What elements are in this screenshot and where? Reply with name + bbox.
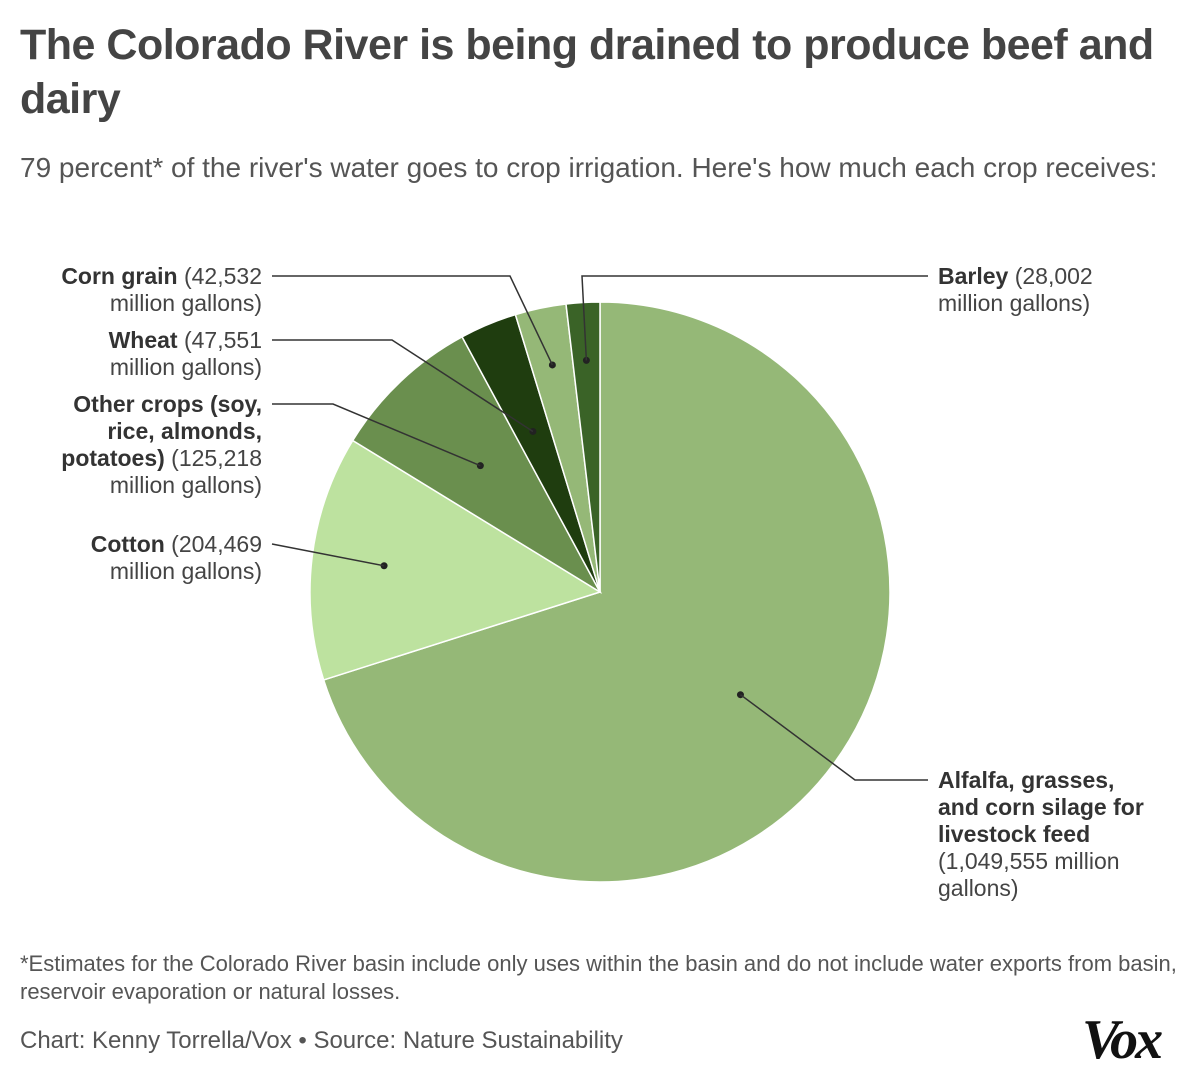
slice-label-wheat: Wheat (47,551 million gallons) [109, 327, 262, 380]
pie-slice-cotton [309, 439, 602, 681]
pie-chart: Alfalfa, grasses, and corn silage for live… [61, 263, 1144, 901]
leader-line [272, 275, 554, 366]
leader-line [272, 403, 481, 467]
chart-title: The Colorado River is being drained to p… [20, 21, 1154, 123]
slice-label-barley: Barley (28,002 million gallons) [938, 263, 1093, 316]
leader-line [740, 694, 928, 781]
leader-line [272, 339, 534, 433]
slice-label-corn-grain: Corn grain (42,532 million gallons) [61, 263, 262, 316]
leader-line [271, 543, 385, 567]
leader-dot [548, 361, 556, 369]
slice-labels: Alfalfa, grasses, and corn silage for live… [61, 263, 1144, 901]
slice-label-other-crops: Other crops (soy, rice, almonds, potatoes)… [61, 391, 262, 498]
chart-subtitle: 79 percent* of the river's water goes to… [20, 152, 1158, 183]
slice-label-cotton: Cotton (204,469 million gallons) [91, 531, 262, 584]
leader-dot [582, 356, 590, 364]
chart-credit: Chart: Kenny Torrella/Vox • Source: Natu… [20, 1027, 623, 1054]
leader-lines [271, 275, 928, 781]
pie-slices [309, 301, 891, 883]
vox-logo: Vox [1082, 1009, 1163, 1071]
footnote: *Estimates for the Colorado River basin … [20, 951, 1177, 1004]
leader-line [581, 275, 928, 361]
slice-label-alfalfa: Alfalfa, grasses, and corn silage for live… [938, 767, 1144, 901]
pie-slice-alfalfa [322, 301, 891, 883]
